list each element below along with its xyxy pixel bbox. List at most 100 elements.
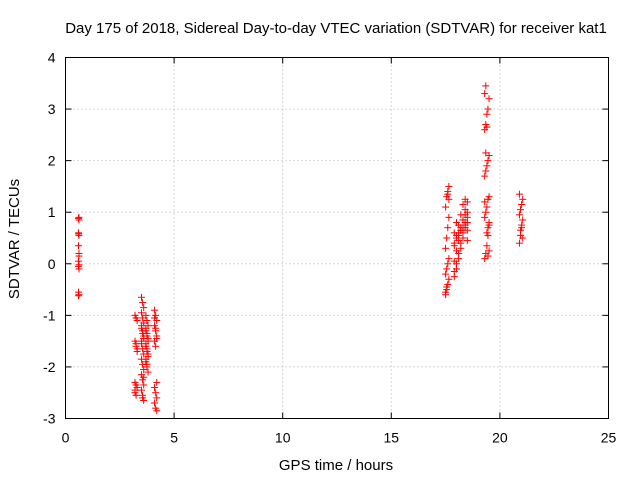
data-point [442, 244, 450, 252]
data-point [519, 195, 527, 203]
data-point [143, 317, 151, 325]
data-point [515, 211, 523, 219]
data-point [461, 195, 469, 203]
data-point [142, 311, 150, 319]
data-point [140, 304, 148, 312]
data-point [75, 230, 83, 238]
data-point [75, 292, 83, 300]
data-point [445, 213, 453, 221]
data-point [519, 234, 527, 242]
data-point [457, 224, 465, 232]
y-tick-label: -1 [43, 307, 56, 323]
data-point [452, 247, 460, 255]
data-point [138, 337, 146, 345]
data-point [153, 394, 161, 402]
y-tick-label: -3 [43, 411, 56, 427]
data-point [485, 193, 493, 201]
axis-ticks [65, 57, 609, 419]
data-point [518, 200, 526, 208]
x-tick-label: 15 [384, 430, 400, 446]
data-point [153, 335, 161, 343]
data-point [140, 373, 148, 381]
data-point [139, 394, 147, 402]
data-point [483, 110, 491, 118]
data-point [463, 237, 471, 245]
data-point [143, 345, 151, 353]
plot-frame [65, 57, 609, 419]
data-point [151, 399, 159, 407]
data-point [75, 242, 83, 250]
data-point [482, 167, 490, 175]
data-point [459, 200, 467, 208]
data-point [442, 288, 450, 296]
data-point [482, 149, 490, 157]
data-point [132, 391, 140, 399]
data-point [482, 208, 490, 216]
data-point [152, 324, 160, 332]
data-point [450, 239, 458, 247]
data-point [484, 252, 492, 260]
data-point [515, 190, 523, 198]
data-point [75, 213, 83, 221]
y-tick-labels: -3 -2 -1 0 1 2 3 4 [43, 50, 56, 427]
data-point [461, 211, 469, 219]
data-point [131, 386, 139, 394]
data-point [481, 90, 489, 98]
data-point [483, 242, 491, 250]
y-tick-label: 1 [48, 204, 56, 220]
data-point [144, 350, 152, 358]
data-point [153, 407, 161, 415]
data-point [483, 229, 491, 237]
data-point [143, 329, 151, 337]
data-point [455, 229, 463, 237]
data-point [75, 265, 83, 273]
data-point [483, 123, 491, 131]
grid-lines [65, 57, 609, 419]
chart-title: Day 175 of 2018, Sidereal Day-to-day VTE… [65, 20, 607, 37]
x-tick-label: 25 [601, 430, 617, 446]
data-point [515, 239, 523, 247]
x-tick-label: 20 [492, 430, 508, 446]
data-point [484, 224, 492, 232]
data-point [153, 378, 161, 386]
x-tick-label: 10 [275, 430, 291, 446]
data-point [442, 270, 450, 278]
data-point [138, 322, 146, 330]
data-point [133, 317, 141, 325]
data-point [452, 219, 460, 227]
data-point [138, 293, 146, 301]
data-point [481, 213, 489, 221]
data-points [75, 82, 527, 415]
data-point [152, 389, 160, 397]
data-point [445, 182, 453, 190]
data-point [485, 95, 493, 103]
data-point [445, 255, 453, 263]
data-point [485, 219, 493, 227]
data-point [142, 324, 150, 332]
data-point [443, 283, 451, 291]
data-point [482, 82, 490, 90]
data-point [442, 203, 450, 211]
data-point [138, 309, 146, 317]
data-point [151, 306, 159, 314]
data-point [443, 265, 451, 273]
data-point [144, 368, 152, 376]
y-tick-label: 4 [48, 50, 56, 66]
data-point [463, 226, 471, 234]
data-point [152, 342, 160, 350]
data-point [444, 224, 452, 232]
data-point [142, 355, 150, 363]
data-point [519, 216, 527, 224]
data-point [517, 206, 525, 214]
data-point [143, 360, 151, 368]
y-tick-label: 3 [48, 101, 56, 117]
data-point [139, 298, 147, 306]
x-tick-label: 5 [170, 430, 178, 446]
y-axis-label: SDTVAR / TECUs [6, 179, 23, 299]
data-point [484, 157, 492, 165]
x-tick-labels: 0 5 10 15 20 25 [62, 430, 617, 446]
data-point [151, 314, 159, 322]
data-point [144, 335, 152, 343]
